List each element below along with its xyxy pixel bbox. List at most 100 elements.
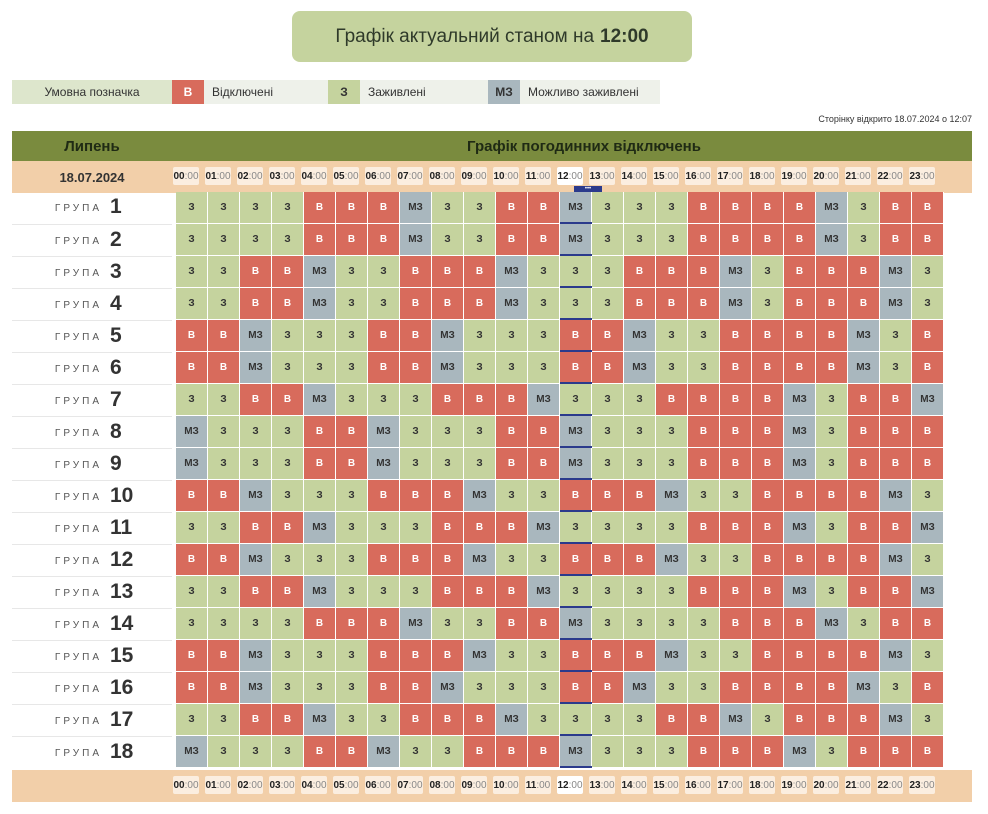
hour-label-bottom-14: 14:00 xyxy=(621,776,647,794)
hour-label-bottom-19: 19:00 xyxy=(781,776,807,794)
schedule-cell: МЗ xyxy=(304,576,336,608)
minute-suffix: :00 xyxy=(856,170,871,182)
schedule-cell: В xyxy=(720,192,752,224)
schedule-cell: МЗ xyxy=(176,736,208,768)
schedule-cell: З xyxy=(624,608,656,640)
schedule-cell: З xyxy=(912,288,944,320)
schedule-cell: З xyxy=(592,192,624,224)
schedule-cell: З xyxy=(816,416,848,448)
schedule-cell: МЗ xyxy=(720,704,752,736)
schedule-cell: З xyxy=(272,736,304,768)
schedule-cell: В xyxy=(528,608,560,640)
current-hour-underline xyxy=(560,670,592,672)
schedule-cell: З xyxy=(528,256,560,288)
schedule-cell: З xyxy=(432,448,464,480)
hour-label-top-02: 02:00 xyxy=(237,167,263,185)
schedule-cell: В xyxy=(688,736,720,768)
current-hour-underline xyxy=(560,734,592,736)
schedule-cell: З xyxy=(272,672,304,704)
group-label-15: ГРУПА 15 xyxy=(12,640,172,672)
schedule-cell: З xyxy=(368,512,400,544)
schedule-cell: В xyxy=(272,576,304,608)
schedule-cell: В xyxy=(400,544,432,576)
schedule-cell: З xyxy=(272,544,304,576)
schedule-cell: В xyxy=(464,704,496,736)
schedule-cell: В xyxy=(304,416,336,448)
schedule-cell: В xyxy=(784,640,816,672)
group-word: ГРУПА xyxy=(54,588,102,599)
schedule-cell: В xyxy=(496,576,528,608)
schedule-cell: В xyxy=(400,320,432,352)
schedule-cell: В xyxy=(848,704,880,736)
hour-label-bottom-10: 10:00 xyxy=(493,776,519,794)
schedule-cell: В xyxy=(528,448,560,480)
hour-label-bottom-05: 05:00 xyxy=(333,776,359,794)
hour-label-top-10: 10:00 xyxy=(493,167,519,185)
schedule-cell: З xyxy=(624,704,656,736)
schedule-cell: В xyxy=(688,224,720,256)
schedule-cell: З xyxy=(912,256,944,288)
current-hour-underline xyxy=(560,638,592,640)
group-label-7: ГРУПА 7 xyxy=(12,384,172,416)
schedule-cell: В xyxy=(240,576,272,608)
minute-suffix: :00 xyxy=(248,170,263,182)
group-word: ГРУПА xyxy=(54,203,102,214)
minute-suffix: :00 xyxy=(792,779,807,791)
schedule-cell: З xyxy=(656,736,688,768)
legend-label-maybe: Можливо заживлені xyxy=(520,80,660,104)
schedule-cell: МЗ xyxy=(784,512,816,544)
schedule-cell: З xyxy=(240,192,272,224)
schedule-cell: В xyxy=(208,352,240,384)
hour-label-top-07: 07:00 xyxy=(397,167,423,185)
schedule-cell: З xyxy=(624,736,656,768)
hour-label-bottom-00: 00:00 xyxy=(173,776,199,794)
schedule-cell: МЗ xyxy=(656,544,688,576)
schedule-cell: МЗ xyxy=(176,416,208,448)
schedule-cell: З xyxy=(624,416,656,448)
schedule-cell: З xyxy=(592,704,624,736)
schedule-cell: В xyxy=(752,384,784,416)
schedule-cell: З xyxy=(816,576,848,608)
hour-label-bottom-01: 01:00 xyxy=(205,776,231,794)
schedule-banner: Графік актуальний станом на 12:00 xyxy=(292,11,692,62)
hour-label-top-14: 14:00 xyxy=(621,167,647,185)
hour-label-top-03: 03:00 xyxy=(269,167,295,185)
schedule-cell: МЗ xyxy=(496,288,528,320)
schedule-cell: В xyxy=(752,320,784,352)
schedule-cell: З xyxy=(624,192,656,224)
schedule-cell: З xyxy=(208,384,240,416)
schedule-cell: В xyxy=(784,224,816,256)
hour-value: 07 xyxy=(397,779,409,791)
schedule-cell: В xyxy=(496,192,528,224)
schedule-cell: З xyxy=(176,224,208,256)
hour-label-bottom-03: 03:00 xyxy=(269,776,295,794)
schedule-cell: В xyxy=(912,320,944,352)
schedule-cell: МЗ xyxy=(784,576,816,608)
schedule-cell: В xyxy=(208,544,240,576)
group-word: ГРУПА xyxy=(54,364,102,375)
schedule-cell: З xyxy=(272,224,304,256)
schedule-cell: В xyxy=(368,544,400,576)
minute-suffix: :00 xyxy=(504,779,519,791)
schedule-cell: З xyxy=(592,288,624,320)
schedule-cell: З xyxy=(336,320,368,352)
minute-suffix: :00 xyxy=(856,779,871,791)
hour-value: 14 xyxy=(621,170,633,182)
schedule-cell: З xyxy=(464,224,496,256)
schedule-cell: В xyxy=(752,736,784,768)
schedule-cell: В xyxy=(272,704,304,736)
schedule-cell: В xyxy=(688,192,720,224)
schedule-cell: МЗ xyxy=(816,192,848,224)
group-word: ГРУПА xyxy=(54,492,102,503)
schedule-cell: МЗ xyxy=(400,608,432,640)
schedule-cell: З xyxy=(176,512,208,544)
schedule-cell: З xyxy=(688,480,720,512)
schedule-cell: В xyxy=(368,320,400,352)
hour-value: 05 xyxy=(333,170,345,182)
schedule-cell: В xyxy=(912,736,944,768)
schedule-cell: З xyxy=(464,416,496,448)
schedule-cell: З xyxy=(496,480,528,512)
hour-value: 23 xyxy=(909,779,921,791)
group-label-10: ГРУПА 10 xyxy=(12,480,172,512)
schedule-cell: З xyxy=(336,576,368,608)
